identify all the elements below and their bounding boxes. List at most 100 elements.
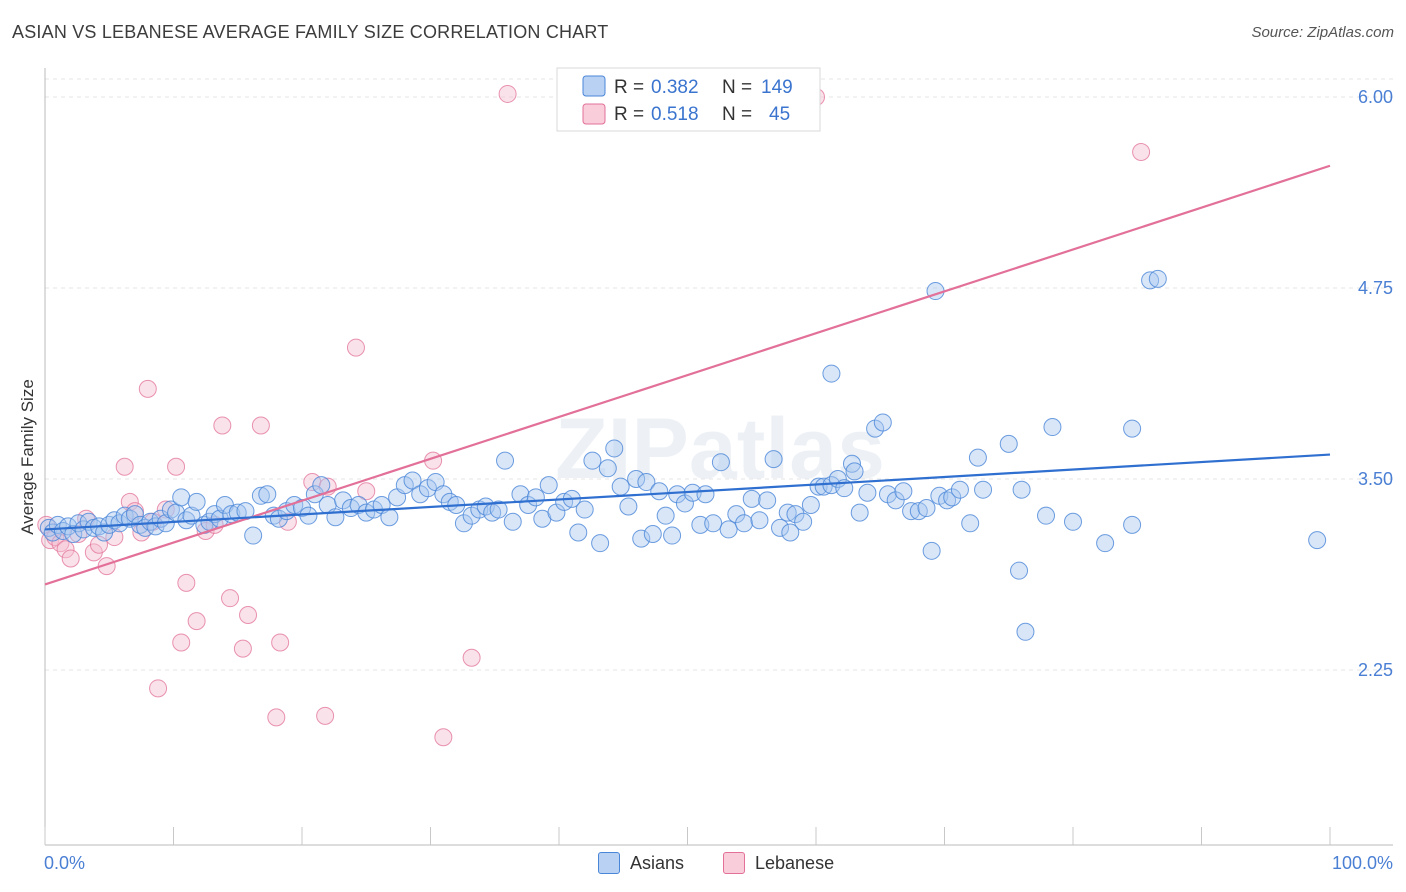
- asian-point: [539, 476, 558, 495]
- asian-point: [704, 514, 723, 533]
- y-tick-label: 2.25: [1358, 660, 1393, 680]
- asian-point: [632, 529, 651, 548]
- lebanese-n-label: N =: [722, 104, 752, 125]
- asian-point: [187, 492, 206, 511]
- asian-point: [801, 495, 820, 514]
- trend-lines: [44, 164, 1331, 586]
- asian-point: [764, 450, 783, 469]
- asian-point: [598, 459, 617, 478]
- asian-point: [974, 480, 993, 499]
- lebanese-trend-line: [44, 164, 1331, 586]
- lebanese-point: [462, 648, 481, 667]
- asian-point: [719, 520, 738, 539]
- grid-layer: [45, 78, 1393, 671]
- asian-trend-line: [44, 453, 1331, 531]
- lebanese-point: [239, 605, 258, 624]
- asian-point: [742, 489, 761, 508]
- asian-point: [950, 480, 969, 499]
- asian-point: [696, 485, 715, 504]
- asian-point: [1010, 561, 1029, 580]
- asian-point: [251, 486, 270, 505]
- asian-point: [1141, 271, 1160, 290]
- asian-point: [814, 477, 833, 496]
- asian-point: [244, 526, 263, 545]
- asian-point: [809, 477, 828, 496]
- lebanese-point: [251, 416, 270, 435]
- tick-labels: 2.25 3.50 4.75 6.00 0.0% 100.0%: [44, 87, 1393, 873]
- asian-points: [39, 269, 1327, 641]
- stats-legend: R = 0.382 N = 149 R = 0.518 N = 45: [556, 67, 821, 132]
- asian-point: [938, 491, 957, 510]
- asian-point: [1012, 480, 1031, 499]
- asian-point: [1308, 531, 1327, 550]
- lebanese-point: [1132, 143, 1151, 162]
- lebanese-point: [61, 549, 80, 568]
- asian-point: [999, 434, 1018, 453]
- asian-point: [894, 482, 913, 501]
- asian-point: [489, 500, 508, 519]
- asian-point: [1123, 419, 1142, 438]
- asian-point: [172, 488, 191, 507]
- legend-item-lebanese: Lebanese: [723, 852, 834, 874]
- y-axis-label: Average Family Size: [18, 379, 37, 535]
- asian-point: [1043, 418, 1062, 437]
- asian-point: [781, 523, 800, 542]
- asian-r-value: 0.382: [651, 77, 699, 98]
- asian-point: [1037, 506, 1056, 525]
- lebanese-point: [187, 612, 206, 631]
- asian-point: [961, 514, 980, 533]
- asian-point: [886, 491, 905, 510]
- asian-point: [569, 523, 588, 542]
- asian-point: [1148, 269, 1167, 288]
- series-legend: Asians Lebanese: [0, 852, 1406, 880]
- asian-point: [637, 473, 656, 492]
- asian-point: [968, 448, 987, 467]
- asian-point: [258, 485, 277, 504]
- axes-layer: [44, 68, 1393, 846]
- asian-point: [750, 511, 769, 530]
- asian-point: [591, 534, 610, 553]
- asian-point: [902, 502, 921, 521]
- asian-point: [619, 497, 638, 516]
- lebanese-point: [434, 728, 453, 747]
- asian-point: [627, 470, 646, 488]
- asian-point: [503, 512, 522, 531]
- asian-point: [1096, 534, 1115, 553]
- lebanese-point: [156, 500, 175, 519]
- asian-point: [850, 503, 869, 522]
- asian-point: [526, 488, 545, 507]
- lebanese-point: [271, 633, 290, 652]
- asian-point: [794, 512, 813, 531]
- asians-swatch: [598, 852, 620, 874]
- asian-point: [547, 503, 566, 522]
- asian-point: [650, 482, 669, 501]
- asian-point: [293, 499, 311, 518]
- asian-point: [161, 500, 180, 519]
- asian-point: [64, 525, 83, 544]
- lebanese-point: [233, 639, 252, 658]
- lebanese-points: [37, 84, 1151, 747]
- asian-point: [727, 505, 746, 524]
- lebanese-point: [149, 679, 168, 698]
- asian-point: [758, 491, 777, 510]
- asian-point: [858, 483, 877, 502]
- y-tick-label: 6.00: [1358, 87, 1393, 107]
- asian-point: [822, 364, 841, 383]
- asian-point: [299, 506, 318, 525]
- asian-point: [403, 471, 422, 490]
- asian-point: [611, 477, 630, 496]
- asian-point: [125, 505, 144, 524]
- asian-point: [786, 505, 805, 524]
- legend-label-asians: Asians: [630, 852, 685, 873]
- asian-point: [496, 451, 515, 470]
- asian-n-value: 149: [761, 77, 793, 98]
- asian-point: [1064, 512, 1082, 531]
- asian-point: [691, 515, 710, 534]
- asian-n-label: N =: [722, 77, 752, 98]
- lebanese-point: [115, 457, 134, 476]
- lebanese-point: [167, 457, 186, 476]
- y-tick-label: 3.50: [1358, 469, 1393, 489]
- lebanese-point: [177, 573, 196, 592]
- asian-point: [943, 488, 962, 507]
